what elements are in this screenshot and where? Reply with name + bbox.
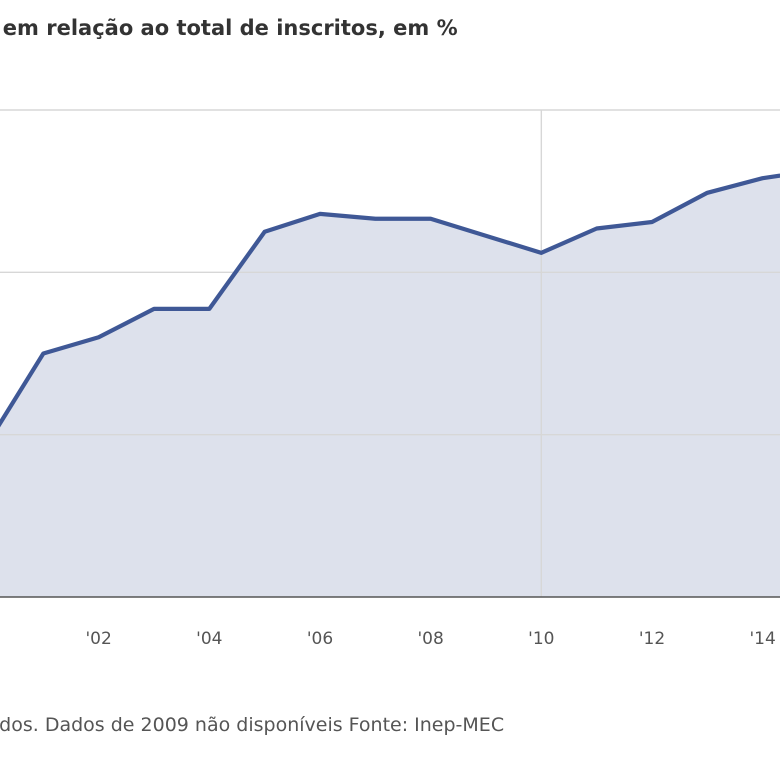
x-tick-label: '12: [639, 629, 665, 649]
x-tick-label: '14: [750, 629, 776, 649]
series-line: [0, 173, 780, 428]
x-tick-label: '02: [86, 629, 112, 649]
x-tick-label: '08: [418, 629, 444, 649]
source-note: pardos. Dados de 2009 não disponíveis Fo…: [0, 714, 505, 736]
x-tick-label: '10: [528, 629, 554, 649]
area-fill: [0, 175, 780, 597]
x-tick-label: '04: [196, 629, 222, 649]
x-tick-label: '06: [307, 629, 333, 649]
chart-title: s* em relação ao total de inscritos, em …: [0, 16, 458, 40]
